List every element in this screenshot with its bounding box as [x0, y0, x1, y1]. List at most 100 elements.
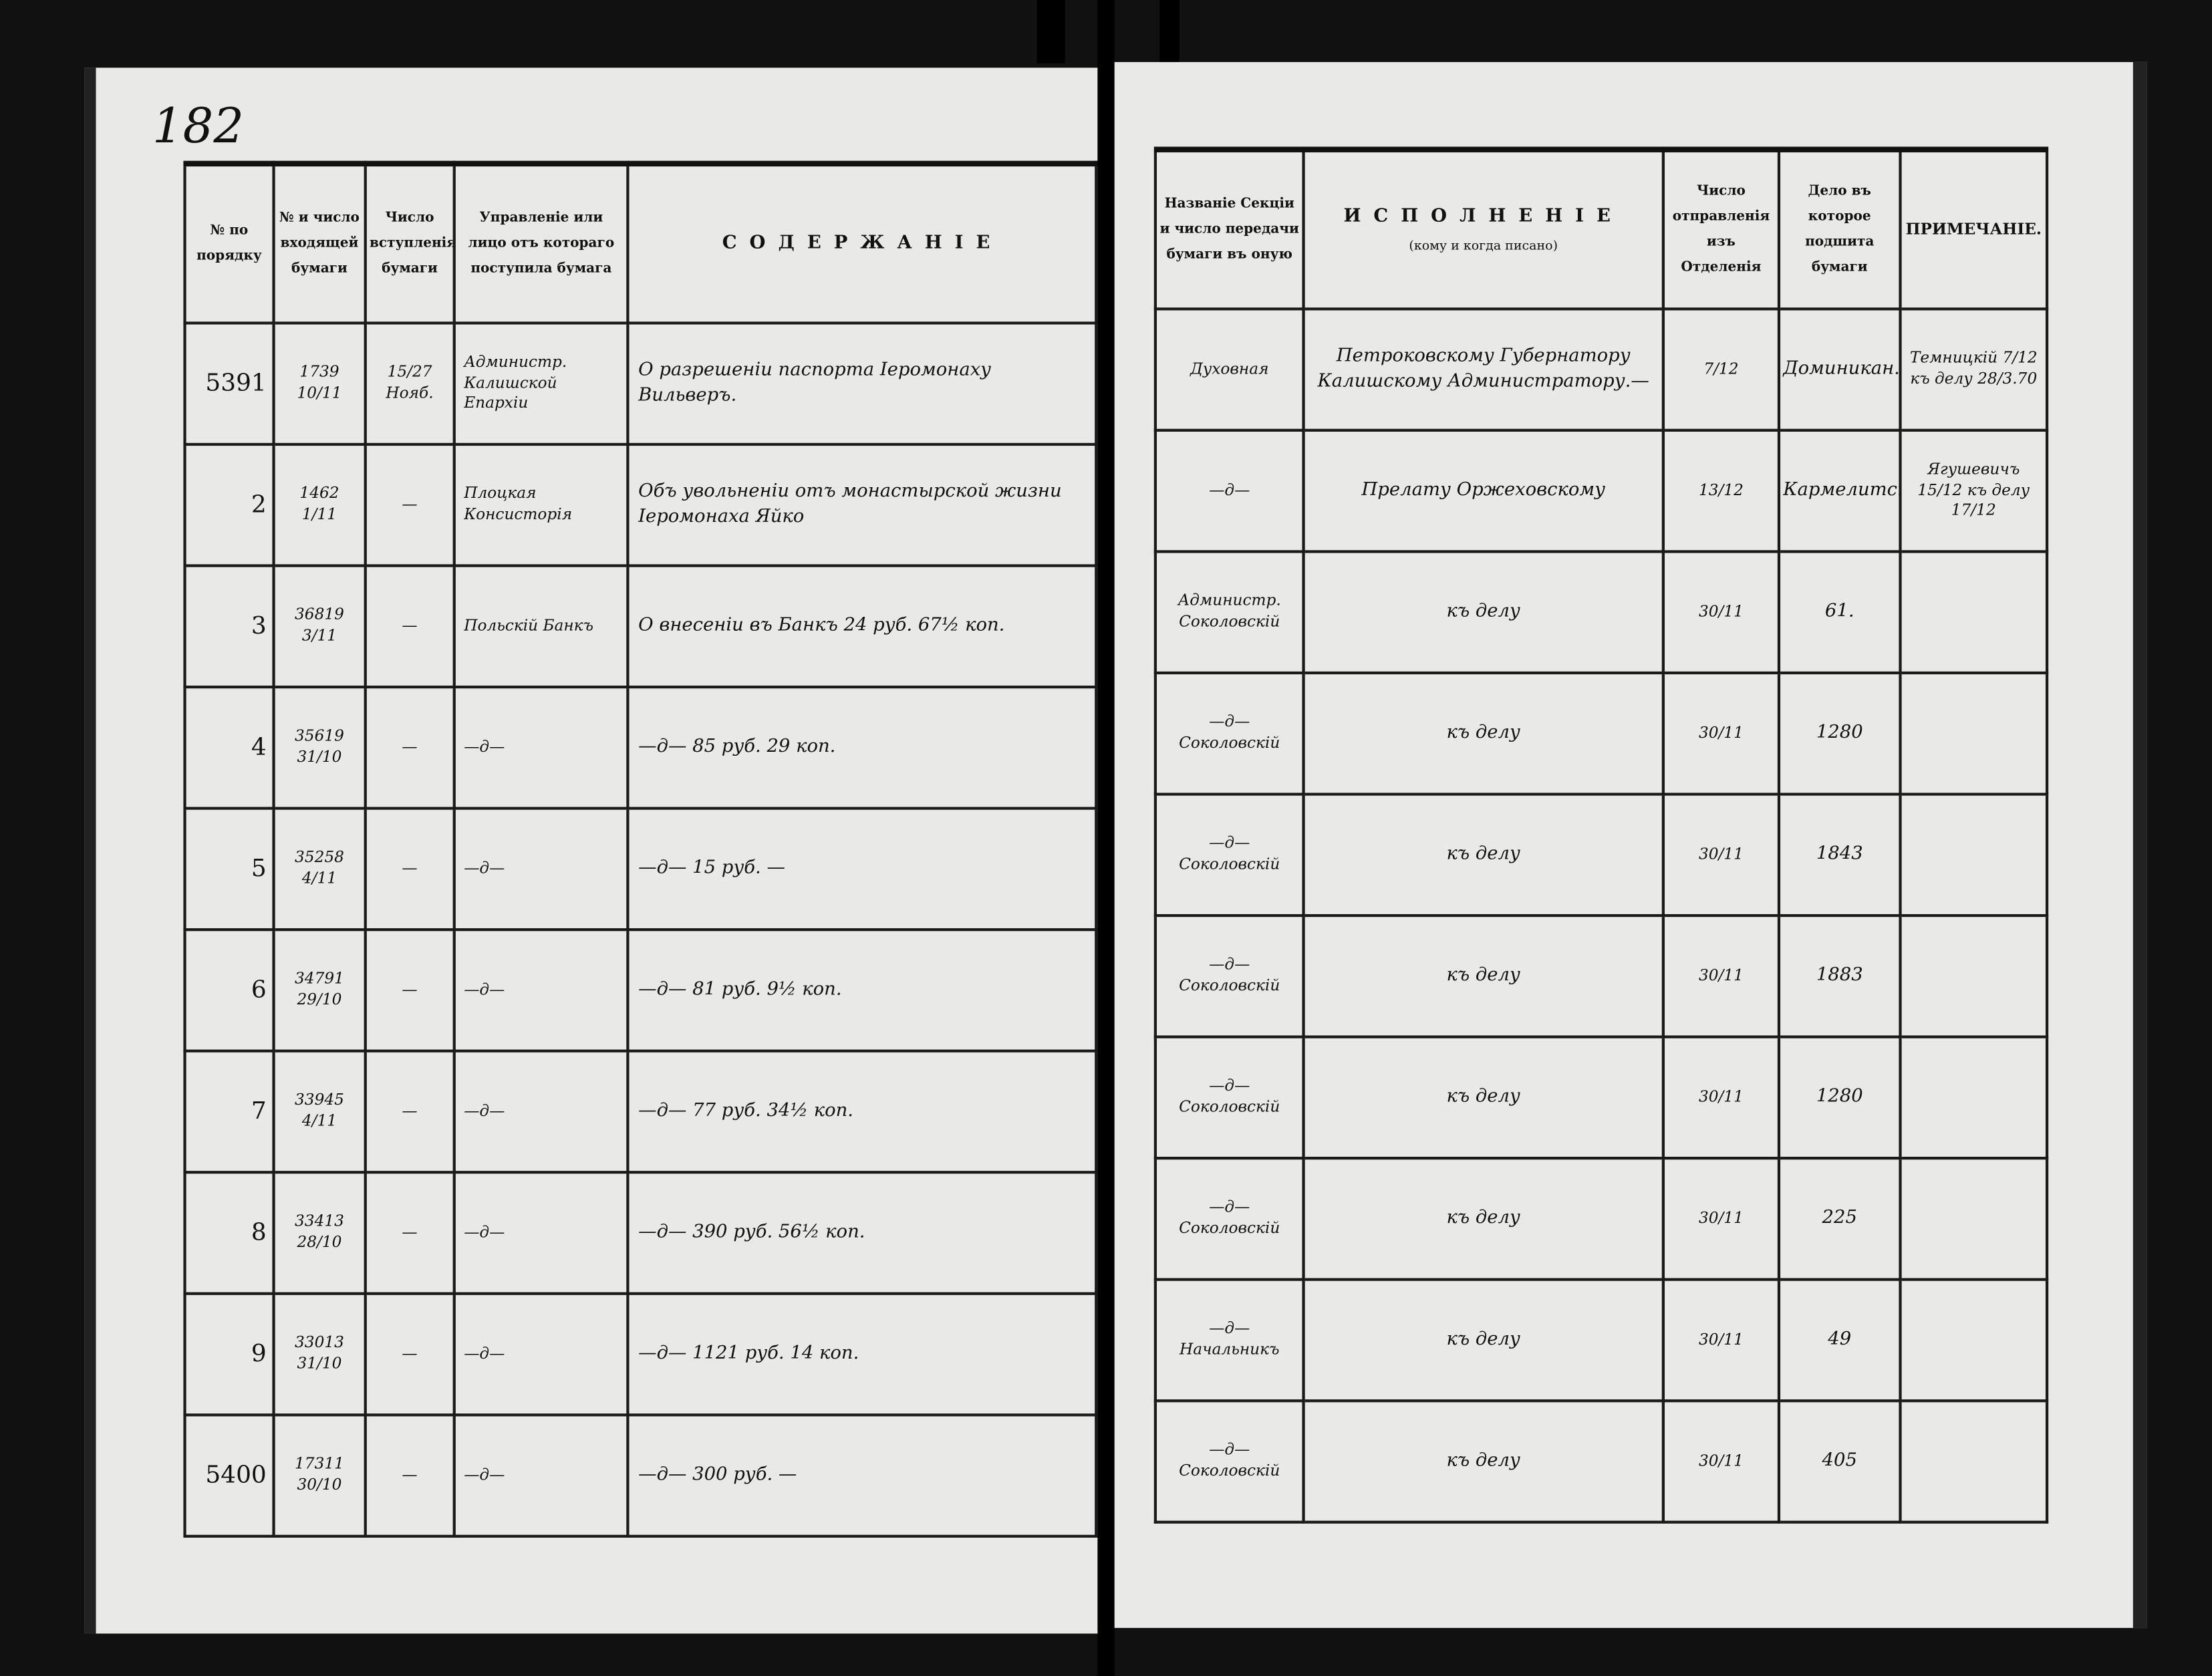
- incoming-paper: 33413 28/10: [272, 1171, 367, 1295]
- book-gutter: [1097, 0, 1115, 1676]
- execution: Прелату Оржеховскому: [1302, 428, 1665, 553]
- incoming-date: 10/11: [297, 384, 342, 402]
- section: Администр. Соколовскій: [1153, 550, 1305, 675]
- note: Темницкій 7/12 къ делу 28/3.70: [1899, 307, 2049, 432]
- dispatch-date: 30/11: [1661, 1399, 1781, 1524]
- table-row: 3 36819 3/11 — Польскій Банкъ О внесеніи въ Б…: [183, 564, 1165, 689]
- content: —д— 85 руб. 29 коп.: [627, 685, 1098, 810]
- content: Объ увольненіи отъ монастырской жизни Іе…: [627, 442, 1098, 567]
- incoming-number: 33013: [295, 1333, 344, 1352]
- dispatch-date: 30/11: [1661, 793, 1781, 918]
- table-row: —д— Начальникъ къ делу 30/11 49: [1153, 1278, 2049, 1403]
- content: —д— 1121 руб. 14 коп.: [627, 1292, 1098, 1417]
- dispatch-date: 30/11: [1661, 1035, 1781, 1160]
- incoming-paper: 35258 4/11: [272, 807, 367, 932]
- received-date: —: [364, 1413, 456, 1538]
- note: [1899, 1157, 2049, 1281]
- table-row: 5391 1739 10/11 15/27 Нояб. Администр. Калиш…: [183, 321, 1165, 446]
- dispatch-date: 30/11: [1661, 1157, 1781, 1281]
- section: —д— Соколовскій: [1153, 671, 1305, 796]
- incoming-number: 1462: [299, 484, 339, 503]
- execution: къ делу: [1302, 1157, 1665, 1281]
- note: [1899, 671, 2049, 796]
- order-number: 5400: [183, 1413, 275, 1538]
- incoming-number: 33413: [295, 1212, 344, 1231]
- execution-register-table: Названіе Секціи и число передачи бумаги …: [1153, 146, 2049, 1524]
- incoming-date: 29/10: [297, 990, 342, 1009]
- execution: къ делу: [1302, 1035, 1665, 1160]
- received-date: —: [364, 928, 456, 1053]
- table-row: —д—Прелату Оржеховскому13/12Кармелитск.Я…: [1153, 428, 2049, 553]
- table-row: —д— Соколовскій къ делу 30/11 1280: [1153, 671, 2049, 796]
- execution: къ делу: [1302, 1278, 1665, 1403]
- table-row: —д— Соколовскій къ делу 30/11 225: [1153, 1157, 2049, 1281]
- case-number: 1843: [1777, 793, 1902, 918]
- received-date: —: [364, 1292, 456, 1417]
- case-number: Доминикан.: [1777, 307, 1902, 432]
- note: [1899, 1278, 2049, 1403]
- dispatch-date: 30/11: [1661, 914, 1781, 1038]
- header-section: Названіе Секціи и число передачи бумаги …: [1153, 148, 1305, 311]
- incoming-paper: 1739 10/11: [272, 321, 367, 446]
- content: —д— 15 руб. —: [627, 807, 1098, 932]
- note: [1899, 793, 2049, 918]
- order-number: 2: [183, 442, 275, 567]
- execution: къ делу: [1302, 914, 1665, 1038]
- content: О разрешеніи паспорта Іеромонаху Вильвер…: [627, 321, 1098, 446]
- received-date: —: [364, 442, 456, 567]
- note: Ягушевичъ 15/12 къ делу 17/12: [1899, 428, 2049, 553]
- sender: —д—: [452, 1292, 630, 1417]
- sender: —д—: [452, 928, 630, 1053]
- incoming-date: 31/10: [297, 747, 342, 766]
- page-number: 182: [152, 98, 245, 156]
- order-number: 4: [183, 685, 275, 810]
- note: [1899, 914, 2049, 1038]
- sender: Плоцкая Консисторія: [452, 442, 630, 567]
- incoming-register-table: № по порядку № и число входящей бумаги Чис…: [183, 160, 1165, 1538]
- case-number: 61.: [1777, 550, 1902, 675]
- sender: —д—: [452, 1413, 630, 1538]
- incoming-paper: 33945 4/11: [272, 1049, 367, 1174]
- sender: —д—: [452, 685, 630, 810]
- received-date: —: [364, 564, 456, 689]
- case-number: 1280: [1777, 671, 1902, 796]
- section: —д— Соколовскій: [1153, 793, 1305, 918]
- table-row: 9 33013 31/10 — —д— —д— 1121 руб. 14 коп.: [183, 1292, 1165, 1417]
- dispatch-date: 30/11: [1661, 550, 1781, 675]
- incoming-number: 17311: [295, 1454, 344, 1474]
- section: —д— Соколовскій: [1153, 914, 1305, 1038]
- incoming-number: 35258: [295, 848, 344, 867]
- header-column: Управленіе или лицо отъ котораго поступи…: [452, 162, 630, 325]
- header-column: № и число входящей бумаги: [272, 162, 367, 325]
- case-number: Кармелитск.: [1777, 428, 1902, 553]
- incoming-paper: 33013 31/10: [272, 1292, 367, 1417]
- table-row: 4 35619 31/10 — —д— —д— 85 руб. 29 коп.: [183, 685, 1165, 810]
- received-date: —: [364, 1049, 456, 1174]
- case-number: 1883: [1777, 914, 1902, 1038]
- table-row: —д— Соколовскій къ делу 30/11 405: [1153, 1399, 2049, 1524]
- sender: —д—: [452, 807, 630, 932]
- case-number: 405: [1777, 1399, 1902, 1524]
- received-date: —: [364, 1171, 456, 1295]
- order-number: 7: [183, 1049, 275, 1174]
- incoming-number: 35619: [295, 726, 344, 745]
- incoming-paper: 36819 3/11: [272, 564, 367, 689]
- execution: къ делу: [1302, 550, 1665, 675]
- table-row: —д— Соколовскій къ делу 30/11 1843: [1153, 793, 2049, 918]
- incoming-number: 33945: [295, 1091, 344, 1109]
- left-page: 182 № по порядку № и число входящей бумаг…: [84, 67, 1165, 1634]
- header-column: № по порядку: [183, 162, 275, 325]
- content: —д— 81 руб. 9½ коп.: [627, 928, 1098, 1053]
- note: [1899, 550, 2049, 675]
- received-date: —: [364, 807, 456, 932]
- dispatch-date: 30/11: [1661, 671, 1781, 796]
- section: —д— Соколовскій: [1153, 1399, 1305, 1524]
- table-row: —д— Соколовскій къ делу 30/11 1883: [1153, 914, 2049, 1038]
- note: [1899, 1399, 2049, 1524]
- header-case: Дело въ которое подшита бумаги: [1777, 148, 1902, 311]
- section: —д— Начальникъ: [1153, 1278, 1305, 1403]
- incoming-paper: 35619 31/10: [272, 685, 367, 810]
- content: —д— 77 руб. 34½ коп.: [627, 1049, 1098, 1174]
- incoming-number: 36819: [295, 605, 344, 624]
